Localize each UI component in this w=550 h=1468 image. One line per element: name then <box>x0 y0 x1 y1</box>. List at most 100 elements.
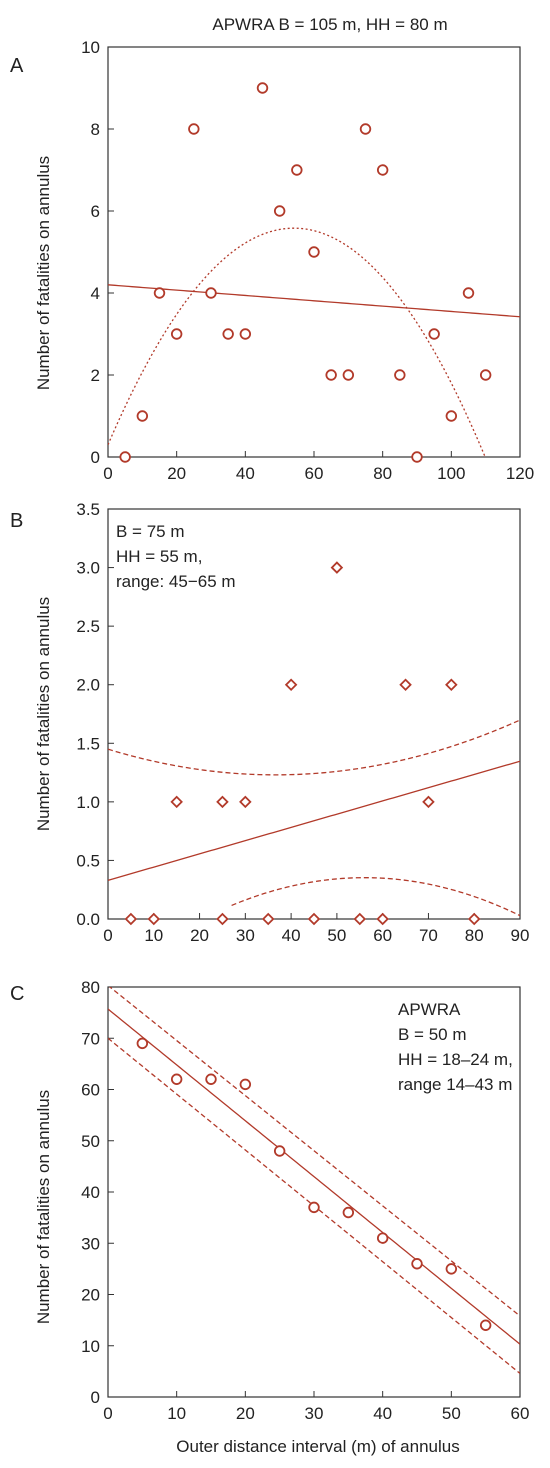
panel-b-data-point <box>445 678 458 691</box>
panel-b: B Number of fatalities on annulus 0 10 20 3… <box>10 500 529 945</box>
panel-b-fit-line-dashed <box>231 877 520 917</box>
panel-a-fit-lines <box>108 227 520 457</box>
panel-a-label: A <box>10 55 24 77</box>
panel-a-x-tick-label: 100 <box>437 464 465 483</box>
panel-a-y-tick-label: 10 <box>81 38 100 57</box>
panel-a-data-point <box>376 164 389 176</box>
panel-b-data-point <box>216 795 229 809</box>
panel-b-y-tick-label: 2.0 <box>76 676 100 695</box>
panel-b-data-point <box>170 795 183 809</box>
panel-a-x-tick-label: 20 <box>167 464 186 483</box>
panel-c-annotation: APWRA B = 50 m HH = 18–24 m, range 14–43 m <box>398 1000 513 1094</box>
panel-c-x-tick-label: 50 <box>442 1404 461 1423</box>
panel-c-y-tick-label: 20 <box>81 1286 100 1305</box>
panel-c-y-tick-label: 80 <box>81 978 100 997</box>
panel-c-data-point <box>205 1073 217 1085</box>
panel-c-annotation-line: B = 50 m <box>398 1025 467 1044</box>
panel-a-data-point <box>153 287 166 299</box>
panel-a-data-point <box>359 123 372 135</box>
panel-a-data-point <box>325 369 337 381</box>
panel-b-data-point <box>239 795 252 809</box>
panel-a-data-point <box>170 328 183 340</box>
panel-b-x-tick-label: 50 <box>327 926 346 945</box>
panel-c-y-tick-label: 60 <box>81 1081 100 1100</box>
panel-b-x-tick-label: 0 <box>103 926 112 945</box>
panel-c: C Number of fatalities on annulus Outer … <box>10 978 529 1456</box>
panel-c-data-point <box>170 1073 183 1085</box>
panel-a-data-point <box>342 369 355 381</box>
panel-c-y-tick-label: 30 <box>81 1234 100 1253</box>
panel-a-data-point <box>479 369 492 381</box>
panel-b-data-point <box>422 795 435 809</box>
panel-a-data-point <box>273 205 286 217</box>
panel-c-points <box>136 1037 492 1331</box>
panel-b-data-point <box>216 912 229 926</box>
panel-b-x-tick-label: 80 <box>465 926 484 945</box>
panel-c-fit-line-solid <box>108 1008 520 1345</box>
panel-a-fit-line-solid <box>108 284 520 318</box>
panel-c-x-tick-label: 10 <box>167 1404 186 1423</box>
panel-a-data-point <box>462 287 475 299</box>
panel-c-data-point <box>411 1258 423 1270</box>
panel-c-annotation-line: range 14–43 m <box>398 1075 512 1094</box>
panel-c-data-point <box>273 1145 286 1157</box>
panel-a-data-point <box>256 82 269 94</box>
panel-a-data-point <box>188 123 200 135</box>
panel-c-annotation-line: APWRA <box>398 1000 461 1019</box>
panel-a-y-tick-label: 6 <box>91 202 100 221</box>
panel-b-data-point <box>261 912 275 926</box>
panel-a-y-axis-label: Number of fatalities on annulus <box>34 156 53 390</box>
panel-b-x-tick-label: 60 <box>373 926 392 945</box>
panel-b-y-tick-label: 0.0 <box>76 910 100 929</box>
panel-b-data-point <box>330 561 344 574</box>
panel-a-data-point <box>394 369 406 381</box>
panel-c-x-axis-label: Outer distance interval (m) of annulus <box>176 1437 459 1456</box>
panel-b-y-tick-label: 2.5 <box>76 617 100 636</box>
panel-c-data-point <box>239 1078 252 1091</box>
panel-c-data-point <box>376 1232 389 1244</box>
panel-c-plot-frame <box>107 986 521 1398</box>
panel-a-data-point <box>428 328 440 340</box>
panel-c-annotation-line: HH = 18–24 m, <box>398 1050 513 1069</box>
panel-b-data-point <box>284 678 298 691</box>
panel-b-data-point <box>467 912 481 926</box>
panel-c-x-tick-label: 60 <box>511 1404 530 1423</box>
panel-b-y-tick-label: 3.0 <box>76 559 100 578</box>
panel-a-y-tick-label: 0 <box>91 448 100 467</box>
panel-a-y-tick-label: 4 <box>91 284 100 303</box>
panel-b-plot-frame <box>107 508 521 920</box>
panel-a-y-tick-label: 2 <box>91 366 100 385</box>
panel-c-y-tick-label: 50 <box>81 1132 100 1151</box>
panel-a-data-point <box>308 246 320 258</box>
panel-b-data-point <box>353 912 367 926</box>
panel-b-annotation-line: HH = 55 m, <box>116 547 202 566</box>
panel-a-data-point <box>222 328 234 340</box>
panel-a-y-tick-label: 8 <box>91 120 100 139</box>
panel-a-ticks: 0 20 40 60 80 100 120 0 2 4 6 8 10 <box>81 38 534 483</box>
panel-c-data-point <box>479 1319 492 1331</box>
panel-b-data-point <box>124 912 138 926</box>
panel-b-data-point <box>376 912 389 926</box>
panel-a-data-point <box>136 410 149 422</box>
panel-c-y-tick-label: 0 <box>91 1388 100 1407</box>
panel-a-points <box>119 82 492 463</box>
panel-b-y-tick-label: 0.5 <box>76 851 100 870</box>
panel-c-data-point <box>136 1037 149 1050</box>
panel-a: A APWRA B = 105 m, HH = 80 m Number of f… <box>10 15 534 483</box>
panel-b-data-point <box>307 912 321 926</box>
panel-b-points <box>124 561 481 926</box>
panel-b-data-point <box>147 912 161 926</box>
panel-c-y-axis-label: Number of fatalities on annulus <box>34 1090 53 1324</box>
panel-c-ticks: 0 10 20 30 40 50 60 0 10 20 30 40 50 60 70 80 <box>81 978 529 1423</box>
panel-a-data-point <box>239 328 252 340</box>
panel-a-x-tick-label: 0 <box>103 464 112 483</box>
panel-c-y-tick-label: 70 <box>81 1029 100 1048</box>
panel-b-fit-line-dashed <box>108 719 520 776</box>
panel-a-data-point <box>411 451 423 463</box>
panel-c-y-tick-label: 40 <box>81 1183 100 1202</box>
panel-c-x-tick-label: 0 <box>103 1404 112 1423</box>
panel-a-x-tick-label: 120 <box>506 464 534 483</box>
panel-c-x-tick-label: 30 <box>305 1404 324 1423</box>
panel-b-x-tick-label: 10 <box>144 926 163 945</box>
panel-b-label: B <box>10 510 23 532</box>
